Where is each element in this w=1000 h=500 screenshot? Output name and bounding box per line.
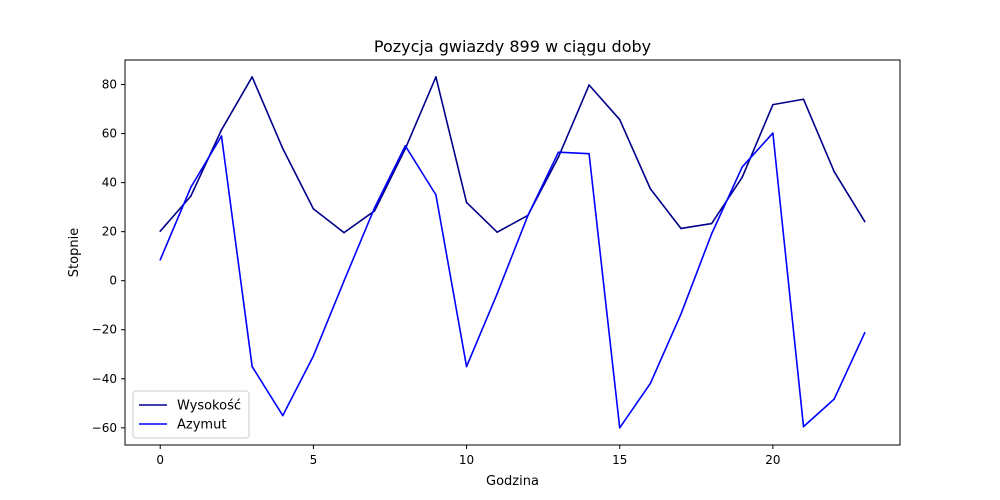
data-point [863,220,866,223]
data-point [190,195,192,197]
data-point [404,145,407,147]
data-point [618,118,621,121]
data-point [312,355,315,357]
data-point [802,98,805,101]
data-point [802,425,805,428]
data-point [710,233,713,235]
y-tick-label: −40 [92,372,117,386]
data-point [220,129,223,131]
data-point [680,227,682,230]
data-point [741,176,744,179]
x-tick-label: 0 [156,453,164,467]
x-tick-label: 15 [612,453,627,467]
data-point [772,132,774,134]
y-tick-label: 80 [102,78,117,92]
legend-label: Azymut [177,418,226,433]
data-point [710,222,713,225]
data-point [649,187,652,190]
x-tick-label: 10 [459,453,474,467]
y-tick-label: 40 [102,176,117,190]
data-point [435,194,437,196]
series-line-1 [159,132,866,429]
plot-frame [124,59,901,446]
data-point [772,103,774,106]
data-point [251,365,253,368]
data-point [220,135,223,137]
data-point [159,230,162,232]
data-point [465,365,468,368]
y-tick-label: −60 [92,421,117,435]
chart-title: Pozycja gwiazdy 899 w ciągu doby [374,37,651,56]
data-point [649,382,652,385]
series-layer [159,76,866,429]
data-point [281,147,284,150]
data-point [588,84,590,86]
data-point [190,186,192,189]
y-tick-label: 20 [102,225,117,239]
data-point [863,331,866,334]
data-point [496,231,498,233]
data-point [833,398,835,400]
legend: Wysokość Azymut [132,390,250,439]
data-point [159,259,162,261]
y-tick-label: 0 [109,274,117,288]
y-tick-label: 60 [102,127,117,141]
data-point [588,152,590,155]
y-tick-label: −20 [92,323,117,337]
data-point [557,151,560,154]
data-point [343,280,345,282]
data-point [373,206,376,209]
x-tick-label: 20 [765,453,780,467]
data-point [251,76,253,78]
data-point [680,313,682,315]
data-point [435,76,437,78]
data-point [281,414,284,417]
data-point [557,156,560,158]
data-point [465,201,468,204]
legend-label: Wysokość [177,399,241,414]
data-point [496,292,498,295]
x-axis-label: Godzina [486,474,539,489]
data-point [312,208,315,210]
data-point [833,170,835,173]
data-point [527,214,529,217]
y-axis-label: Stopnie [67,228,82,277]
legend-box [132,390,250,439]
data-point [343,231,345,234]
data-point [618,427,621,429]
ticks-layer: 0 5 10 15 20 −60 −40 −20 0 20 40 60 80 [92,78,781,467]
series-line-0 [159,76,866,234]
x-tick-label: 5 [310,453,318,467]
data-point [741,166,744,168]
